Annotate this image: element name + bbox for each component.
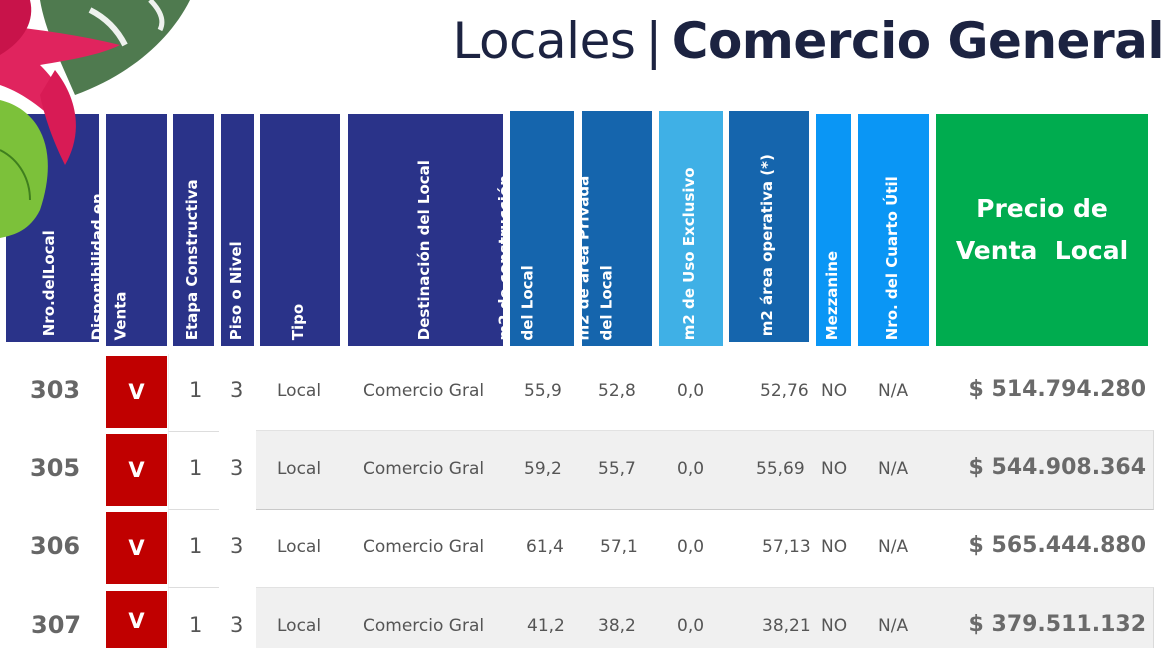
header-disponibilidad: Disponibilidad en Venta xyxy=(88,114,167,346)
header-m2-operativa: m2 área operativa (*) xyxy=(729,111,809,342)
m2-operativa: 57,13 xyxy=(762,537,811,557)
etapa-cell-border xyxy=(168,432,219,510)
m2-construccion: 61,4 xyxy=(526,537,564,557)
etapa-cell-border xyxy=(168,354,219,432)
mezzanine: NO xyxy=(821,381,848,401)
tipo: Local xyxy=(277,381,322,401)
title-category: Locales xyxy=(452,12,636,70)
nro-local: 307 xyxy=(31,611,82,639)
m2-operativa: 52,76 xyxy=(760,381,809,401)
header-label: del Local xyxy=(597,264,616,340)
etapa: 1 xyxy=(189,378,203,402)
tipo: Local xyxy=(277,459,322,479)
row-background-305 xyxy=(256,430,1154,510)
header-destinacion: Destinación del Local xyxy=(348,114,503,346)
piso: 3 xyxy=(230,378,244,402)
cuarto-util: N/A xyxy=(878,537,909,557)
m2-uso-exclusivo: 0,0 xyxy=(677,616,705,636)
header-nro-local: Nro.delLocal xyxy=(6,114,99,342)
header-label: Venta Local xyxy=(955,236,1129,265)
m2-construccion: 59,2 xyxy=(524,459,562,479)
etapa: 1 xyxy=(189,534,203,558)
m2-privada: 57,1 xyxy=(600,537,638,557)
nro-local: 306 xyxy=(30,532,81,560)
destinacion: Comercio Gral xyxy=(363,616,485,636)
header-label: Venta xyxy=(111,291,130,340)
cuarto-util: N/A xyxy=(878,459,909,479)
title-separator: | xyxy=(645,12,662,70)
header-label: m2 de área Privada xyxy=(574,175,593,340)
header-mezzanine: Mezzanine xyxy=(816,114,851,346)
mezzanine: NO xyxy=(821,616,848,636)
header-label: Mezzanine xyxy=(822,250,841,340)
availability-badge: V xyxy=(106,512,167,584)
header-label: Nro.delLocal xyxy=(39,229,58,336)
m2-privada: 38,2 xyxy=(598,616,636,636)
row-background-307 xyxy=(256,587,1154,648)
precio: $ 565.444.880 xyxy=(968,533,1146,558)
header-tipo: Tipo xyxy=(260,114,340,346)
tipo: Local xyxy=(277,616,322,636)
header-label: del Local xyxy=(518,264,537,340)
header-label: m2 de Uso Exclusivo xyxy=(679,167,698,340)
m2-construccion: 41,2 xyxy=(527,616,565,636)
piso: 3 xyxy=(230,613,244,637)
header-label: Nro. del Cuarto Útil xyxy=(882,176,901,340)
mezzanine: NO xyxy=(821,537,848,557)
precio: $ 379.511.132 xyxy=(968,612,1146,637)
destinacion: Comercio Gral xyxy=(363,381,485,401)
m2-construccion: 55,9 xyxy=(524,381,562,401)
precio: $ 544.908.364 xyxy=(968,455,1146,480)
m2-uso-exclusivo: 0,0 xyxy=(677,381,705,401)
m2-operativa: 38,21 xyxy=(762,616,811,636)
header-label: Disponibilidad en xyxy=(88,192,106,340)
destinacion: Comercio Gral xyxy=(363,537,485,557)
title-subcategory: Comercio General xyxy=(671,12,1165,70)
cuarto-util: N/A xyxy=(878,616,909,636)
precio: $ 514.794.280 xyxy=(968,377,1146,402)
availability-badge: V xyxy=(106,356,167,428)
header-label: Etapa Constructiva xyxy=(182,179,201,340)
m2-uso-exclusivo: 0,0 xyxy=(677,537,705,557)
header-m2-privada: m2 de área Privada del Local xyxy=(575,111,652,346)
header-label: m2 de construcción xyxy=(495,174,514,340)
header-label: m2 área operativa (*) xyxy=(757,153,776,336)
header-label: Tipo xyxy=(288,303,307,340)
header-label: Destinación del Local xyxy=(414,159,433,340)
header-precio: Precio de Venta Local xyxy=(936,114,1148,346)
m2-privada: 52,8 xyxy=(598,381,636,401)
header-piso: Piso o Nivel xyxy=(221,114,254,346)
etapa: 1 xyxy=(189,613,203,637)
header-label: Piso o Nivel xyxy=(226,241,245,340)
etapa-cell-border xyxy=(168,510,219,588)
page-title: Locales | Comercio General xyxy=(452,12,1164,70)
cuarto-util: N/A xyxy=(878,381,909,401)
header-cuarto-util: Nro. del Cuarto Útil xyxy=(858,114,929,346)
header-m2-construccion: m2 de construcción del Local xyxy=(496,111,574,346)
etapa-cell-border xyxy=(168,588,219,648)
etapa: 1 xyxy=(189,456,203,480)
header-etapa: Etapa Constructiva xyxy=(173,114,214,346)
header-label: Precio de xyxy=(976,193,1108,223)
m2-operativa: 55,69 xyxy=(756,459,805,479)
availability-badge: V xyxy=(106,434,167,506)
m2-privada: 55,7 xyxy=(598,459,636,479)
availability-badge: V xyxy=(106,591,167,648)
destinacion: Comercio Gral xyxy=(363,459,485,479)
nro-local: 305 xyxy=(30,454,81,482)
header-m2-uso-exclusivo: m2 de Uso Exclusivo xyxy=(659,111,723,346)
piso: 3 xyxy=(230,534,244,558)
nro-local: 303 xyxy=(30,376,81,404)
piso: 3 xyxy=(230,456,244,480)
mezzanine: NO xyxy=(821,459,848,479)
tipo: Local xyxy=(277,537,322,557)
m2-uso-exclusivo: 0,0 xyxy=(677,459,705,479)
